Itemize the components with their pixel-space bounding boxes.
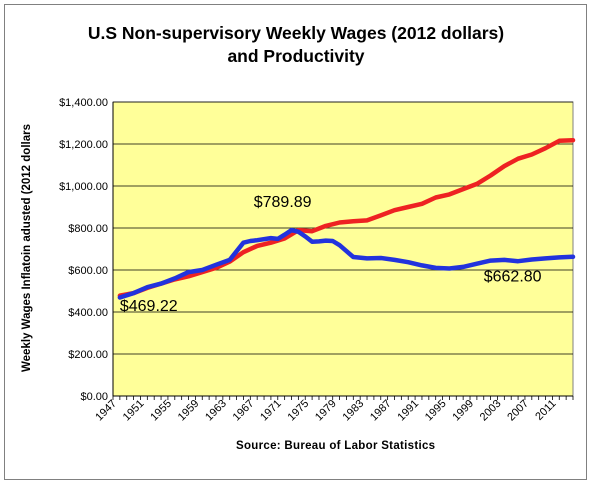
- y-tick-label: $600.00: [68, 265, 108, 277]
- x-tick-label: 2007: [505, 398, 531, 424]
- y-axis-label: Weekly Wages Inflatoin adusted (2012 dol…: [21, 124, 33, 372]
- y-tick-label: $1,000.00: [59, 181, 108, 193]
- y-tick-labels: $0.00 $200.00 $400.00 $600.00 $800.00 $1,000.…: [59, 97, 108, 403]
- series-line-1: [117, 137, 576, 298]
- x-tick-label: 1979: [313, 398, 339, 424]
- x-tick-label: 1967: [231, 398, 257, 424]
- data-label: $662.80: [484, 269, 542, 286]
- x-tick-label: 1995: [423, 398, 449, 424]
- x-tick-label: 1991: [395, 398, 421, 424]
- y-tick-label: $800.00: [68, 223, 108, 235]
- x-tick-label: 1951: [121, 398, 147, 424]
- annotations: $789.89 $469.22 $662.80: [120, 194, 542, 315]
- x-tick-label: 1983: [340, 398, 366, 424]
- gridlines: [113, 101, 573, 355]
- y-tick-label: $0.00: [80, 391, 108, 403]
- x-tick-label: 2011: [533, 398, 558, 423]
- x-tick-label: 1963: [203, 398, 229, 424]
- title-line-1: U.S Non-supervisory Weekly Wages (2012 d…: [87, 23, 505, 43]
- x-tick-label: 1955: [148, 398, 174, 424]
- x-tick-label: 1975: [286, 398, 312, 424]
- y-tick-label: $1,200.00: [59, 139, 108, 151]
- axes: [112, 102, 574, 400]
- data-label: $469.22: [120, 298, 178, 315]
- x-tick-label: 1971: [258, 398, 284, 424]
- x-tick-label: 1987: [368, 398, 394, 424]
- series-line-2: [117, 227, 576, 300]
- series-group: [117, 137, 576, 300]
- x-tick-label: 1999: [450, 398, 476, 424]
- x-tick-labels: 1947 1951 1955 1959 1963 1967 1971 1975 1979 1983…: [93, 398, 558, 424]
- y-tick-label: $400.00: [68, 307, 108, 319]
- y-tick-label: $200.00: [68, 349, 108, 361]
- chart-source: Source: Bureau of Labor Statistics: [236, 440, 436, 452]
- data-label: $789.89: [254, 194, 312, 211]
- y-tick-label: $1,400.00: [59, 97, 108, 109]
- x-tick-label: 2003: [478, 398, 504, 424]
- x-tick-label: 1959: [176, 398, 202, 424]
- title-line-2: and Productivity: [227, 46, 365, 66]
- chart-title: U.S Non-supervisory Weekly Wages (2012 d…: [0, 22, 592, 68]
